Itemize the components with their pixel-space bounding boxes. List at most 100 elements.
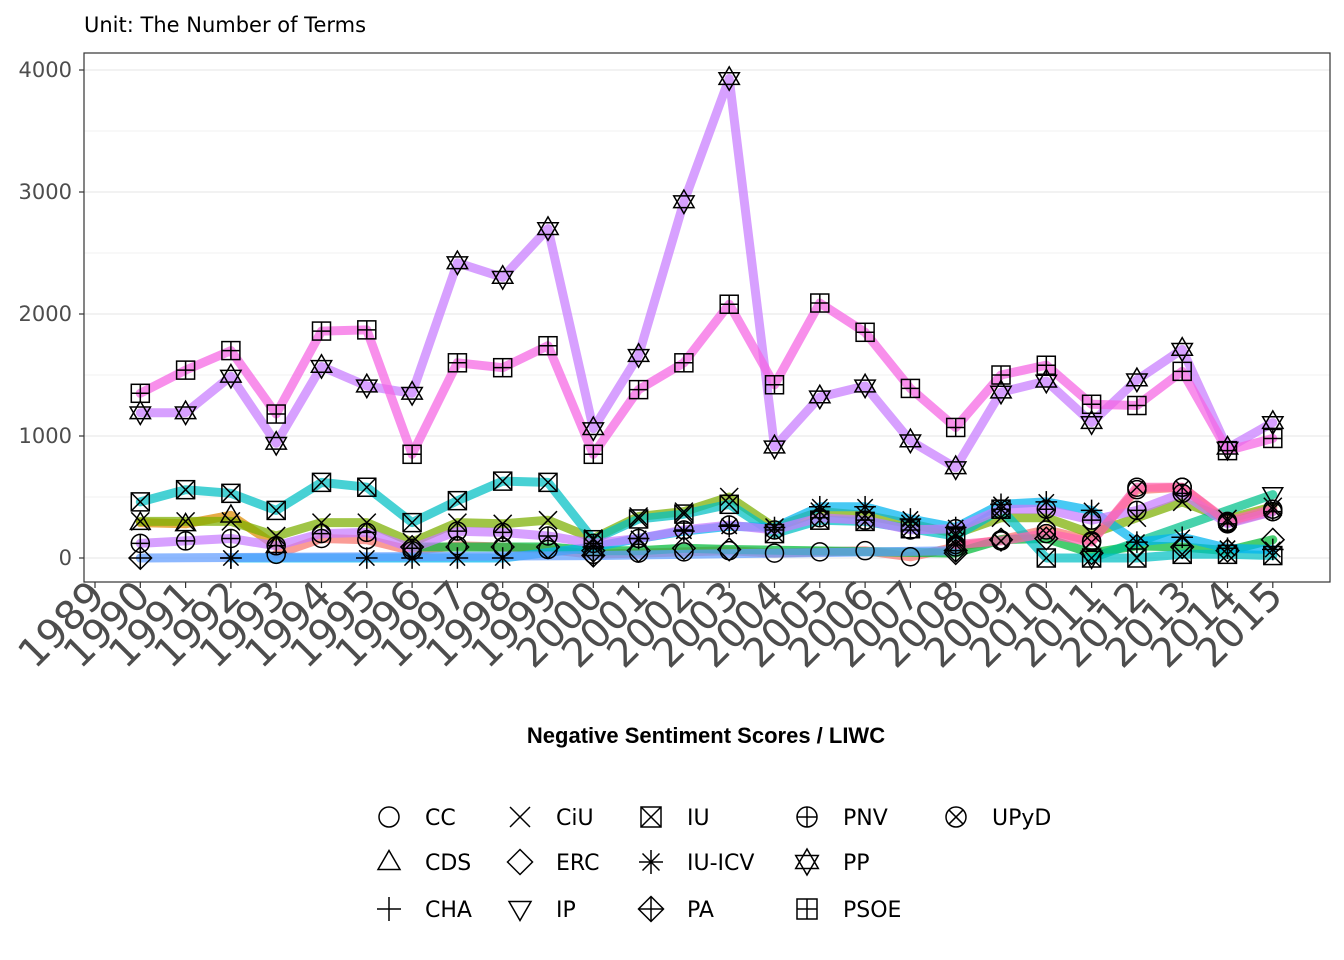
point-pp [717,65,741,92]
point-psoe [130,383,151,404]
point-pnv [810,507,830,528]
point-iu [1081,548,1102,568]
point-pp [1170,336,1194,363]
point-pnv [1127,500,1147,521]
point-psoe [855,322,875,343]
point-iu [402,512,422,533]
point-iu [175,479,196,500]
point-cc [810,542,830,562]
point-pnv [175,531,196,551]
legend-label-pa: PA [687,898,714,923]
point-erc [1169,534,1195,560]
point-psoe [447,353,468,373]
legend-key-cc [378,806,400,828]
legend: CC CDS CHA CiU ERC IP IU IU-ICV PA PNV PP PSOE UPyD [376,806,1051,923]
legend-key-iu [640,806,662,828]
series-line-ip [1087,490,1278,563]
point-psoe [719,294,739,314]
y-tick-label: 1000 [19,424,72,448]
point-cc [764,543,785,563]
point-psoe [583,444,604,465]
legend-key-pnv [796,806,818,828]
point-upyd [1172,477,1192,497]
series-line-ciu [135,492,1278,547]
point-pnv [311,523,332,544]
point-psoe [538,335,558,356]
point-pp [1080,409,1104,436]
point-ciu [176,511,196,531]
legend-key-pp [794,847,820,877]
point-pnv [674,520,694,540]
point-iu [130,492,151,512]
point-pnv [719,515,739,535]
point-iu [538,472,558,493]
point-pp [1034,367,1058,395]
legend-key-iu-icv [639,850,663,874]
point-erc [535,534,561,560]
point-ip [1261,487,1285,507]
point-iu [492,471,513,491]
point-psoe [1127,395,1147,416]
y-axis: 0 1000 2000 3000 4000 [19,58,84,570]
point-cc [674,542,694,562]
point-pnv [764,520,785,540]
point-iu-icv [446,547,469,569]
point-iu-icv [1126,531,1148,553]
point-upyd [1081,532,1102,552]
point-psoe [1081,394,1102,415]
grid-lines [84,69,1330,559]
point-pnv [583,533,604,554]
legend-label-iu: IU [687,806,710,831]
point-erc [671,535,697,561]
point-pp [536,215,560,242]
point-iu [628,509,649,529]
point-pp [491,264,515,291]
point-pnv [1081,510,1102,530]
plot-panel-border [83,52,1331,583]
legend-label-iu-icv: IU-ICV [687,851,754,876]
point-psoe [1263,428,1283,449]
point-pnv [628,528,649,549]
point-upyd [1263,499,1283,519]
point-pnv [900,520,921,540]
point-pp [763,433,786,461]
point-pp [989,378,1013,406]
point-pp [128,399,152,427]
point-psoe [674,353,694,373]
data-markers [127,65,1286,571]
point-erc [626,538,651,563]
point-iu [266,500,286,521]
point-iu [221,483,241,504]
point-pp [1125,366,1149,394]
point-psoe [764,375,785,395]
point-ciu [357,513,377,533]
point-iu-icv [1262,538,1284,561]
point-ciu [266,526,286,546]
point-upyd [945,534,966,555]
point-cds [174,511,197,532]
point-iu [719,494,739,515]
legend-label-pnv: PNV [843,806,888,831]
point-cc [855,540,875,561]
point-pp [400,380,424,407]
point-psoe [492,357,513,378]
series-line-pa [135,546,961,563]
legend-label-pp: PP [843,851,870,876]
point-pnv [855,510,875,530]
legend-key-erc [506,848,534,876]
point-pp [808,383,832,411]
point-pp [581,415,605,442]
point-ciu [130,511,150,531]
point-pnv [991,499,1011,519]
point-cds [129,510,152,531]
point-pp [219,363,243,390]
x-axis-title: Negative Sentiment Scores / LIWC [527,723,885,748]
point-pp [672,188,696,215]
point-psoe [175,360,196,380]
point-pnv [130,533,151,554]
point-ciu [719,487,739,507]
point-psoe [1172,361,1192,382]
legend-label-cc: CC [425,806,456,831]
point-iu-icv [1216,537,1239,560]
point-upyd [1217,511,1238,532]
